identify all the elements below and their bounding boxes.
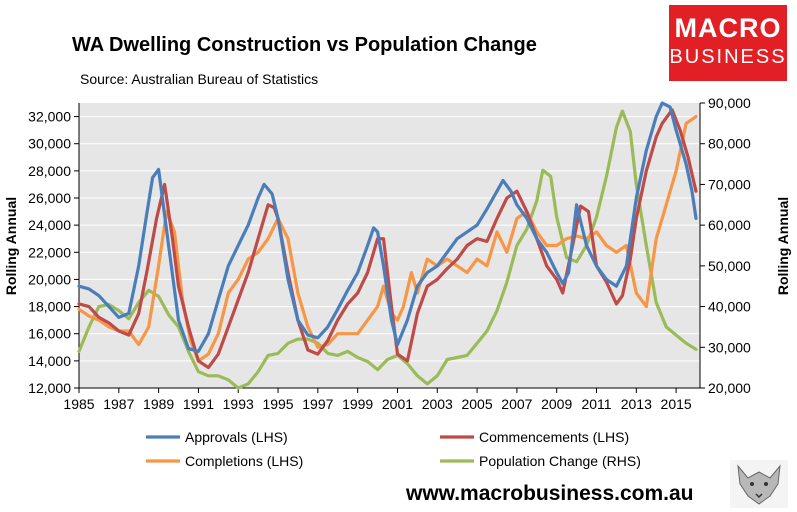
legend: Approvals (LHS) Commencements (LHS) Comple… bbox=[146, 429, 641, 469]
y-axis-left-label: Rolling Annual bbox=[3, 197, 19, 295]
x-tick-label: 1993 bbox=[223, 396, 254, 412]
y-right-tick-label: 20,000 bbox=[708, 380, 751, 396]
axes: 12,000 14,000 16,000 18,000 20,000 22,000 24,0… bbox=[28, 95, 751, 412]
wolf-logo-icon bbox=[730, 460, 788, 508]
x-tick-label: 1987 bbox=[103, 396, 134, 412]
x-tick-label: 2015 bbox=[661, 396, 692, 412]
x-tick-label: 1999 bbox=[342, 396, 373, 412]
y-left-tick-label: 16,000 bbox=[28, 326, 71, 342]
x-tick-label: 2003 bbox=[422, 396, 453, 412]
legend-label-completions: Completions (LHS) bbox=[185, 453, 303, 469]
x-tick-label: 2009 bbox=[541, 396, 572, 412]
y-left-tick-label: 14,000 bbox=[28, 353, 71, 369]
y-left-tick-label: 18,000 bbox=[28, 299, 71, 315]
y-left-tick-label: 24,000 bbox=[28, 217, 71, 233]
y-left-tick-label: 28,000 bbox=[28, 163, 71, 179]
website-url[interactable]: www.macrobusiness.com.au bbox=[406, 482, 694, 505]
x-tick-label: 1985 bbox=[63, 396, 94, 412]
y-left-tick-label: 20,000 bbox=[28, 271, 71, 287]
macrobusiness-logo[interactable]: MACRO BUSINESS bbox=[669, 5, 787, 81]
legend-label-commencements: Commencements (LHS) bbox=[479, 429, 629, 445]
y-left-tick-label: 30,000 bbox=[28, 136, 71, 152]
series-line-approvals bbox=[77, 101, 698, 353]
chart-source: Source: Australian Bureau of Statistics bbox=[80, 71, 319, 87]
y-right-tick-label: 80,000 bbox=[708, 136, 751, 152]
y-left-tick-label: 26,000 bbox=[28, 190, 71, 206]
y-left-tick-label: 12,000 bbox=[28, 380, 71, 396]
logo-line1: MACRO bbox=[674, 13, 782, 43]
series-group bbox=[77, 101, 698, 390]
x-tick-label: 2005 bbox=[461, 396, 492, 412]
x-tick-label: 2007 bbox=[501, 396, 532, 412]
x-tick-label: 1995 bbox=[262, 396, 293, 412]
x-tick-label: 2011 bbox=[581, 396, 611, 412]
y-left-tick-label: 22,000 bbox=[28, 244, 71, 260]
y-left-tick-label: 32,000 bbox=[28, 109, 71, 125]
y-axis-right-label: Rolling Annual bbox=[775, 197, 791, 295]
y-right-tick-label: 30,000 bbox=[708, 339, 751, 355]
chart-title: WA Dwelling Construction vs Population C… bbox=[72, 34, 537, 56]
y-right-tick-label: 70,000 bbox=[708, 176, 751, 192]
y-right-tick-label: 50,000 bbox=[708, 258, 751, 274]
x-tick-label: 2013 bbox=[621, 396, 652, 412]
x-tick-label: 2001 bbox=[382, 396, 413, 412]
x-tick-label: 1991 bbox=[183, 396, 214, 412]
x-tick-label: 1997 bbox=[302, 396, 333, 412]
legend-label-population-change: Population Change (RHS) bbox=[479, 453, 641, 469]
y-right-tick-label: 90,000 bbox=[708, 95, 751, 111]
legend-label-approvals: Approvals (LHS) bbox=[185, 429, 288, 445]
y-right-tick-label: 60,000 bbox=[708, 217, 751, 233]
y-right-tick-label: 40,000 bbox=[708, 299, 751, 315]
logo-line2: BUSINESS bbox=[669, 46, 787, 68]
x-tick-label: 1989 bbox=[143, 396, 174, 412]
